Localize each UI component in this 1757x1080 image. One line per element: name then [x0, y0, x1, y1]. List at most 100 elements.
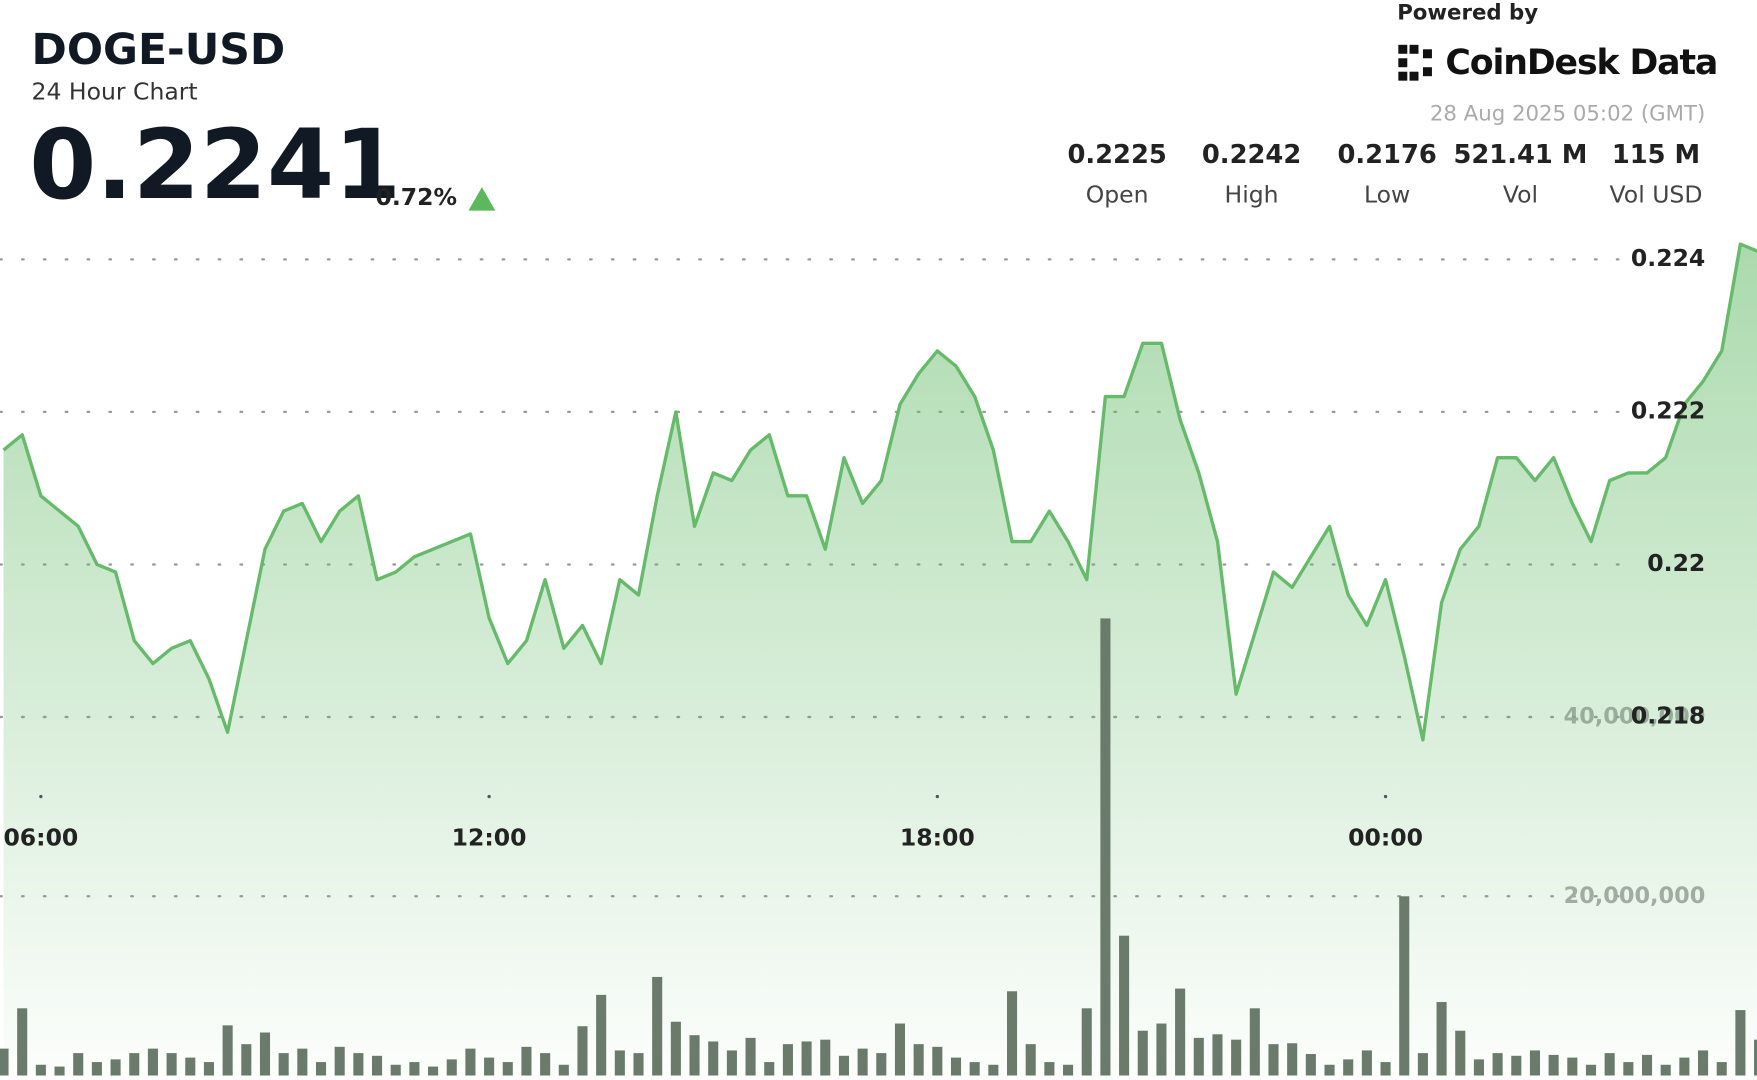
volume-bar: [0, 1048, 9, 1076]
volume-bar: [54, 1066, 65, 1076]
volume-bar: [1623, 1062, 1634, 1076]
volume-bar: [1660, 1064, 1671, 1076]
x-tick-label: 18:00: [900, 824, 975, 852]
x-tick-label: 00:00: [1348, 824, 1423, 852]
volume-bar: [1287, 1043, 1298, 1076]
volume-bar: [1716, 1062, 1727, 1076]
y-tick-label: 0.224: [1631, 244, 1705, 272]
y-tick-label: 0.22: [1647, 549, 1705, 577]
volume-bar: [689, 1035, 700, 1076]
volume-bar: [1735, 1010, 1746, 1076]
x-tick-label: 12:00: [452, 824, 527, 852]
volume-bar: [91, 1062, 102, 1076]
stat-value: 0.2225: [1067, 140, 1166, 170]
volume-bar: [1548, 1054, 1559, 1076]
volume-bar: [1006, 991, 1018, 1076]
stat-label: Vol: [1503, 181, 1538, 209]
x-tick-mark: [935, 794, 940, 799]
volume-bar: [315, 1062, 327, 1076]
volume-bar: [353, 1053, 364, 1076]
x-tick-label: 06:00: [3, 824, 78, 852]
brand: CoinDesk Data: [1445, 43, 1717, 83]
volume-bar: [1249, 1008, 1260, 1076]
volume-bar: [558, 1064, 569, 1076]
volume-bar: [838, 1055, 849, 1076]
volume-bar: [745, 1037, 756, 1076]
volume-bar: [1156, 1023, 1167, 1076]
volume-bar: [1455, 1030, 1466, 1076]
volume-bar: [1399, 896, 1410, 1076]
volume-bar: [1511, 1055, 1522, 1076]
volume-bar: [969, 1062, 980, 1076]
volume-bar: [1585, 1064, 1597, 1076]
volume-bar: [428, 1066, 439, 1076]
price-line: [2, 242, 1757, 742]
volume-bar: [540, 1053, 551, 1076]
volume-bar: [820, 1039, 831, 1076]
x-tick-mark: [39, 794, 43, 799]
volume-bar: [222, 1025, 233, 1076]
volume-bar: [1175, 988, 1186, 1076]
volume-bar: [502, 1062, 513, 1076]
volume-bar: [35, 1064, 46, 1076]
volume-bar: [1305, 1054, 1316, 1076]
volume-bar: [484, 1057, 495, 1076]
volume-bar: [782, 1044, 793, 1076]
stat-label: Vol USD: [1610, 181, 1703, 209]
volume-bar: [708, 1041, 719, 1076]
stat-label: Open: [1086, 181, 1149, 209]
volume-bar: [1529, 1050, 1541, 1076]
volume-bar: [652, 976, 663, 1076]
price: 0.2241: [29, 109, 401, 221]
volume-bar: [1025, 1044, 1036, 1076]
volume-bar: [1100, 618, 1111, 1076]
volume-bar: [1492, 1053, 1503, 1076]
volume-bar: [1324, 1064, 1335, 1076]
volume-bar: [801, 1041, 812, 1076]
volume-bar: [988, 1064, 999, 1076]
volume-bar: [1193, 1037, 1204, 1076]
volume-bar: [726, 1050, 737, 1076]
volume-bar: [278, 1053, 289, 1076]
x-tick-mark: [487, 794, 491, 799]
volume-bar: [1436, 1002, 1447, 1076]
volume-bar: [110, 1059, 121, 1076]
volume-bar: [1698, 1050, 1709, 1076]
volume-bar: [390, 1064, 401, 1076]
volume-bar: [1641, 1054, 1653, 1076]
volume-bar: [17, 1008, 28, 1076]
stat-value: 115 M: [1612, 140, 1700, 170]
subtitle: 24 Hour Chart: [32, 77, 198, 105]
volume-bar: [1679, 1057, 1690, 1076]
volume-bar: [372, 1055, 383, 1076]
volume-bar: [1063, 1064, 1074, 1076]
volume-bar: [913, 1044, 924, 1076]
volume-bar: [73, 1053, 84, 1076]
volume-bar: [334, 1046, 345, 1076]
volume-bar: [409, 1062, 420, 1076]
powered-by: Powered by: [1397, 0, 1538, 25]
plot: 20,000,00040,000,0000.2180.220.2220.2240…: [0, 242, 1757, 1076]
volume-bar: [1231, 1039, 1242, 1076]
volume-bar: [1137, 1030, 1148, 1076]
volume-bar: [147, 1048, 158, 1076]
volume-bar: [1754, 1039, 1757, 1076]
volume-bar: [1119, 935, 1130, 1076]
header: DOGE-USD 24 Hour Chart 0.2241 0.72% Powe…: [29, 0, 1718, 221]
volume-bar: [577, 1026, 588, 1076]
volume-bar: [521, 1046, 532, 1076]
price-area: [3, 244, 1757, 1076]
volume-bar: [1380, 1062, 1391, 1076]
stat-value: 0.2176: [1337, 140, 1436, 170]
volume-bar: [203, 1062, 215, 1076]
volume-bar: [1361, 1050, 1372, 1076]
volume-bar: [932, 1046, 943, 1076]
volume-bar: [297, 1048, 308, 1076]
volume-bar: [894, 1023, 906, 1076]
stat-value: 0.2242: [1202, 140, 1301, 170]
volume-bar: [1604, 1053, 1615, 1076]
volume-bar: [1567, 1057, 1578, 1076]
volume-bar: [857, 1048, 868, 1076]
volume-bar: [950, 1057, 962, 1076]
